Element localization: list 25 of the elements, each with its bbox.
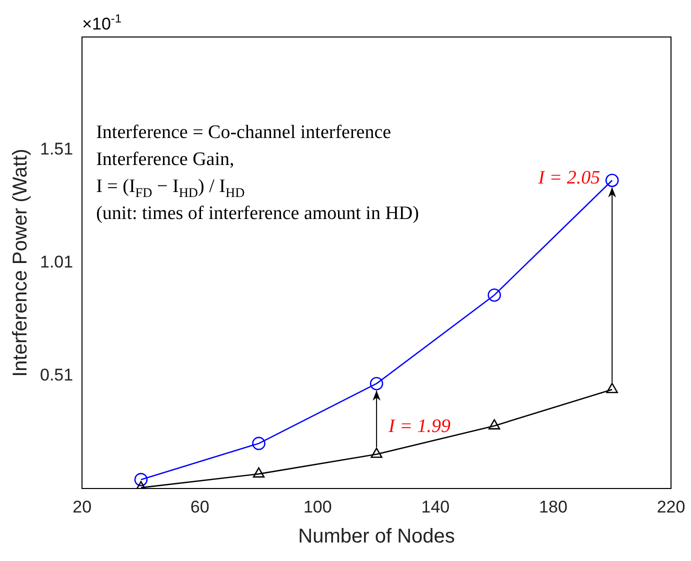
point <box>370 376 384 390</box>
point <box>370 448 382 458</box>
x-tick-label: 100 <box>303 497 332 516</box>
y-tick-label: 0.51 <box>40 365 74 384</box>
point <box>605 174 619 188</box>
point <box>134 472 148 486</box>
annotation: Interference Gain, <box>96 148 234 170</box>
annotation: I = 2.05 <box>537 167 600 188</box>
point <box>606 382 618 394</box>
x-axis-title: Number of Nodes <box>298 526 455 548</box>
annotation: (unit: times of interference amount in HD) <box>96 202 419 224</box>
annotation: I = 1.99 <box>388 416 451 437</box>
x-tick-label: 60 <box>190 497 210 516</box>
point <box>252 467 265 478</box>
point <box>488 288 501 302</box>
x-tick-label: 20 <box>72 497 92 516</box>
y-tick-label: 1.01 <box>40 252 74 272</box>
x-tick-label: 180 <box>539 497 568 516</box>
y-axis-title: Interference Power (Watt) <box>10 148 32 377</box>
x-tick-label: 140 <box>421 497 450 516</box>
annotation: Interference = Co-channel interference <box>96 122 392 143</box>
y-tick-label: 1.51 <box>40 140 74 159</box>
point <box>488 419 500 430</box>
point <box>252 436 266 450</box>
x-tick-label: 220 <box>656 497 686 516</box>
